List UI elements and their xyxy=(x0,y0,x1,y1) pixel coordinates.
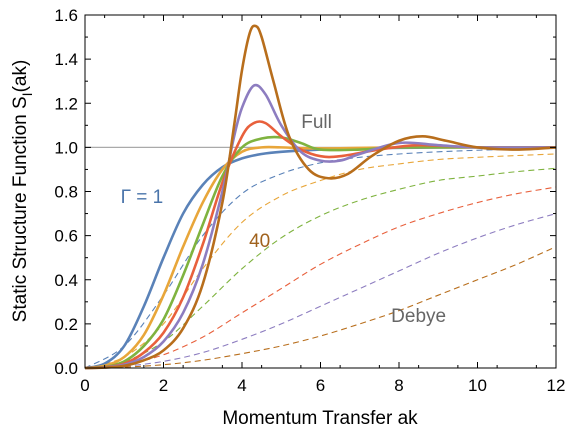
x-tick-label: 10 xyxy=(468,376,487,395)
x-tick-label: 6 xyxy=(316,376,325,395)
y-tick-label: 1.2 xyxy=(54,94,78,113)
y-tick-label: 1.4 xyxy=(54,50,78,69)
x-tick-label: 0 xyxy=(80,376,89,395)
y-tick-label: 1.6 xyxy=(54,6,78,25)
x-tick-label: 2 xyxy=(159,376,168,395)
x-tick-label: 8 xyxy=(394,376,403,395)
x-tick-label: 12 xyxy=(547,376,566,395)
series-line-dashed-4 xyxy=(84,186,557,369)
ticks-layer: 0 2 4 6 8 10 12 0.0 0.2 0.4 0.6 0.8 1.0 1.2 1.4 1.6 xyxy=(54,6,565,395)
series-layer xyxy=(84,24,557,370)
annotation-label: Full xyxy=(301,112,332,133)
series-line-dashed-1 xyxy=(84,147,557,369)
series-line-dashed-2 xyxy=(84,153,557,369)
y-tick-label: 0.8 xyxy=(54,183,78,202)
annotation-label: Debye xyxy=(391,306,446,327)
y-tick-label: 0.6 xyxy=(54,227,78,246)
y-tick-label: 0.4 xyxy=(54,271,78,290)
series-line-dashed-6 xyxy=(84,246,557,369)
y-axis-title-subscript: I xyxy=(19,92,35,96)
y-axis-title: Static Structure Function SI(ak) xyxy=(10,60,35,323)
annotation-label: Γ = 1 xyxy=(121,187,164,208)
series-line-dashed-5 xyxy=(84,213,557,369)
annotation-layer: Full Γ = 1 40 Debye xyxy=(121,112,447,327)
y-axis-title-suffix: (ak) xyxy=(10,60,31,93)
y-tick-label: 1.0 xyxy=(54,138,78,157)
series-line-solid-6 xyxy=(84,24,557,370)
y-axis-title-main: Static Structure Function S xyxy=(10,96,31,322)
y-tick-label: 0.2 xyxy=(54,315,78,334)
x-tick-label: 4 xyxy=(237,376,246,395)
x-axis-title: Momentum Transfer ak xyxy=(222,408,418,429)
series-line-solid-4 xyxy=(84,120,557,370)
y-tick-label: 0.0 xyxy=(54,359,78,378)
annotation-label: 40 xyxy=(249,231,270,252)
